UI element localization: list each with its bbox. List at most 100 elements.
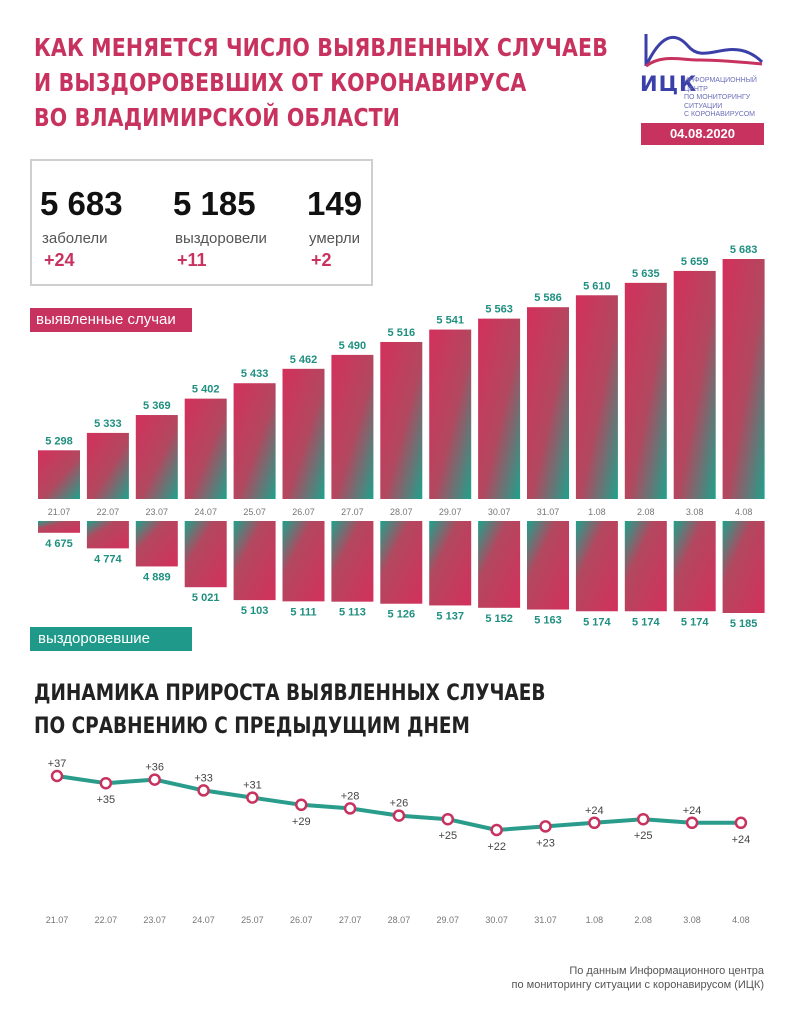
- cases-value-label: 5 433: [241, 368, 269, 380]
- recovered-value-label: 5 103: [241, 605, 269, 617]
- total-recovered-delta: +11: [177, 250, 207, 270]
- dynamics-title-line-2: ПО СРАВНЕНИЮ С ПРЕДЫДУЩИМ ДНЕМ: [34, 714, 470, 739]
- date-tick-label: 27.07: [339, 915, 362, 925]
- date-tick-label: 3.08: [683, 915, 701, 925]
- growth-value-label: +37: [48, 758, 67, 770]
- cases-value-label: 5 402: [192, 384, 220, 396]
- growth-value-label: +25: [438, 830, 457, 842]
- recovered-bar: [233, 521, 276, 601]
- title-line-3: ВО ВЛАДИМИРСКОЙ ОБЛАСТИ: [34, 103, 401, 132]
- growth-value-label: +25: [634, 830, 653, 842]
- growth-point: [197, 784, 210, 797]
- date-badge: 04.08.2020: [641, 123, 764, 145]
- recovered-bar: [380, 521, 423, 604]
- recovered-bar: [86, 521, 129, 549]
- date-tick-label: 27.07: [341, 507, 364, 517]
- growth-value-label: +24: [585, 805, 604, 817]
- date-tick-label: 28.07: [388, 915, 411, 925]
- growth-point: [148, 773, 161, 786]
- date-tick-label: 26.07: [290, 915, 313, 925]
- logo-subtitle: ИНФОРМАЦИОННЫЙ ЦЕНТР ПО МОНИТОРИНГУ СИТУ…: [684, 77, 764, 120]
- cases-bar: [673, 270, 716, 499]
- total-cases-value: 5 683: [40, 185, 123, 222]
- recovered-bar: [184, 521, 227, 588]
- cases-bar: [575, 295, 618, 499]
- cases-value-label: 5 659: [681, 256, 709, 268]
- recovered-bar: [673, 521, 716, 612]
- growth-point: [343, 802, 357, 815]
- date-tick-label: 4.08: [732, 915, 750, 925]
- cases-bar: [624, 282, 667, 499]
- growth-value-label: +33: [194, 772, 213, 784]
- growth-point: [50, 769, 64, 783]
- growth-point: [539, 820, 552, 833]
- recovered-value-label: 5 174: [681, 616, 709, 628]
- growth-point: [392, 809, 406, 822]
- cases-recovered-bar-chart: 5 298 21.07 4 675 5 333 22.07 4 774 5 369 23.07…: [38, 244, 765, 630]
- date-tick-label: 28.07: [390, 507, 413, 517]
- logo-icon: [644, 34, 764, 68]
- growth-value-label: +24: [683, 805, 702, 817]
- logo-sub-line-1: ИНФОРМАЦИОННЫЙ ЦЕНТР: [684, 77, 757, 93]
- cases-bar: [478, 318, 521, 499]
- growth-value-label: +24: [732, 834, 751, 846]
- recovered-tag: выздоровевшие: [30, 627, 192, 651]
- recovered-value-label: 5 163: [534, 615, 562, 627]
- recovered-value-label: 5 113: [339, 607, 366, 619]
- recovered-value-label: 5 174: [583, 616, 611, 628]
- date-tick-label: 26.07: [292, 507, 315, 517]
- total-deaths-label: умерли: [309, 230, 360, 247]
- date-tick-label: 2.08: [634, 915, 652, 925]
- growth-value-label: +35: [97, 794, 116, 806]
- growth-value-label: +31: [243, 780, 262, 792]
- recovered-bar: [135, 521, 178, 567]
- growth-point: [588, 816, 601, 830]
- date-tick-label: 25.07: [243, 507, 266, 517]
- date-tick-label: 31.07: [537, 507, 560, 517]
- recovered-value-label: 5 174: [632, 616, 660, 628]
- recovered-bar: [478, 521, 521, 608]
- title-line-1: КАК МЕНЯЕТСЯ ЧИСЛО ВЫЯВЛЕННЫХ СЛУЧАЕВ: [34, 33, 608, 62]
- growth-point: [490, 823, 503, 837]
- recovered-bar: [624, 521, 667, 612]
- date-tick-label: 22.07: [95, 915, 118, 925]
- total-recovered-value: 5 185: [173, 185, 256, 222]
- logo-name: ИЦК: [640, 72, 698, 96]
- cases-value-label: 5 563: [485, 304, 513, 316]
- recovered-bar: [38, 521, 80, 533]
- recovered-value-label: 5 021: [192, 592, 220, 604]
- growth-value-label: +23: [536, 837, 555, 849]
- date-tick-label: 24.07: [192, 915, 215, 925]
- cases-value-label: 5 333: [94, 418, 122, 430]
- title-line-2: И ВЫЗДОРОВЕВШИХ ОТ КОРОНАВИРУСА: [34, 68, 527, 97]
- cases-bar: [429, 329, 472, 499]
- recovered-value-label: 4 774: [94, 553, 122, 565]
- total-recovered-label: выздоровели: [175, 230, 267, 247]
- cases-value-label: 5 586: [534, 292, 562, 304]
- date-tick-label: 31.07: [534, 915, 557, 925]
- recovered-bar: [331, 521, 374, 602]
- date-tick-label: 3.08: [686, 507, 704, 517]
- total-cases-label: заболели: [42, 230, 108, 247]
- growth-value-label: +26: [390, 798, 409, 810]
- total-deaths-delta: +2: [311, 250, 332, 270]
- date-tick-label: 24.07: [194, 507, 217, 517]
- recovered-value-label: 4 675: [45, 538, 73, 550]
- date-tick-label: 2.08: [637, 507, 655, 517]
- page-title: КАК МЕНЯЕТСЯ ЧИСЛО ВЫЯВЛЕННЫХ СЛУЧАЕВ И …: [34, 30, 608, 135]
- dynamics-line-chart: +37 21.07 +35 22.07 +36 23.07 +33 24.07 +31 25.07…: [46, 758, 751, 925]
- date-tick-label: 30.07: [488, 507, 511, 517]
- total-cases-delta: +24: [44, 250, 75, 270]
- cases-bar: [135, 415, 178, 499]
- source-line-2: по мониторингу ситуации с коронавирусом …: [511, 979, 764, 991]
- cases-value-label: 5 298: [45, 435, 73, 447]
- recovered-bar: [282, 521, 325, 602]
- date-tick-label: 22.07: [97, 507, 120, 517]
- growth-point: [636, 812, 650, 826]
- growth-value-label: +29: [292, 816, 311, 828]
- cases-value-label: 5 635: [632, 268, 660, 280]
- cases-bar: [282, 368, 325, 499]
- cases-value-label: 5 462: [290, 354, 318, 366]
- recovered-value-label: 5 111: [290, 606, 316, 618]
- cases-value-label: 5 541: [436, 315, 464, 327]
